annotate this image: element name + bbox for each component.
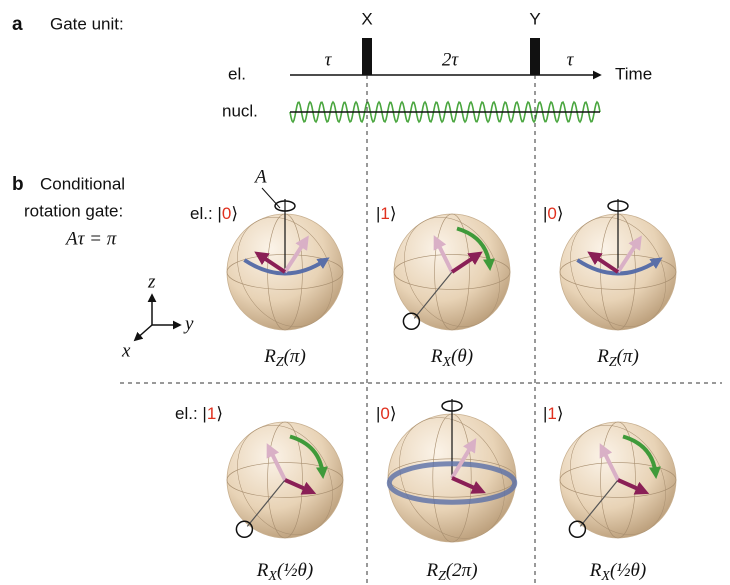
ket-state: 1 [207, 404, 216, 423]
state-label: el.: |1⟩ [175, 404, 223, 423]
pulse-label: Y [529, 9, 540, 28]
operation-label: RZ(2π) [425, 560, 477, 584]
state-label: |0⟩ [543, 204, 564, 223]
pulse [362, 38, 372, 75]
ket-state: 1 [547, 404, 556, 423]
ket-close: ⟩ [216, 404, 223, 423]
el-prefix: el.: [175, 404, 198, 423]
interval-label: τ [325, 49, 333, 70]
op-argument: (π) [284, 346, 306, 367]
ket-state: 0 [380, 404, 389, 423]
bloch-sphere [385, 200, 518, 344]
axes-glyph [135, 295, 180, 340]
rotation-sense [403, 313, 419, 329]
figure: a Gate unit: Time el. nucl. X Y τ 2τ τ b… [0, 0, 730, 585]
op-symbol: R [256, 560, 269, 581]
operation-label: RX(½θ) [256, 560, 313, 584]
condition: Aτ = π [64, 228, 117, 249]
op-argument: (2π) [446, 560, 478, 581]
operation-label: RZ(π) [263, 346, 306, 370]
op-symbol: R [430, 346, 443, 367]
pulse [530, 38, 540, 75]
panel-letter: b [12, 174, 24, 195]
ket-close: ⟩ [557, 404, 564, 423]
state-label: |0⟩ [376, 404, 397, 423]
bloch-sphere [378, 399, 525, 558]
ket-state: 1 [380, 204, 389, 223]
field-label: A [253, 166, 267, 187]
state-label: el.: |0⟩ [190, 204, 238, 223]
op-subscript: X [600, 569, 610, 584]
axis-label: Time [615, 64, 652, 83]
axis-label: z [147, 271, 156, 292]
bloch-sphere [218, 199, 351, 344]
operation-label: RX(θ) [430, 346, 473, 370]
panel-title: Conditional [40, 174, 125, 193]
op-argument: (½θ) [610, 560, 646, 581]
axis-label: x [121, 340, 131, 361]
el-prefix: el.: [190, 204, 213, 223]
panel-letter: a [12, 14, 23, 35]
ket-close: ⟩ [231, 204, 238, 223]
op-subscript: Z [438, 569, 446, 584]
ket-close: ⟩ [557, 204, 564, 223]
row-label: nucl. [222, 101, 258, 120]
state-label: |1⟩ [376, 204, 397, 223]
row-label: el. [228, 64, 246, 83]
op-symbol: R [425, 560, 438, 581]
op-argument: (½θ) [277, 560, 313, 581]
ket-state: 0 [547, 204, 556, 223]
interval-label: 2τ [442, 49, 460, 70]
panel-title: Gate unit: [50, 14, 124, 33]
rotation-sense [569, 521, 585, 537]
leader [262, 188, 280, 208]
state-label: |1⟩ [543, 404, 564, 423]
axis-label: y [183, 313, 194, 334]
op-subscript: X [442, 355, 452, 370]
op-subscript: X [267, 569, 277, 584]
pulse-label: X [361, 9, 372, 28]
operation-label: RX(½θ) [589, 560, 646, 584]
ket-close: ⟩ [390, 404, 397, 423]
interval-label: τ [567, 49, 575, 70]
op-argument: (θ) [451, 346, 473, 367]
operation-label: RZ(π) [596, 346, 639, 370]
op-symbol: R [263, 346, 276, 367]
op-symbol: R [596, 346, 609, 367]
bloch-sphere [551, 408, 684, 552]
op-argument: (π) [617, 346, 639, 367]
panel-title: rotation gate: [24, 201, 123, 220]
ket-close: ⟩ [390, 204, 397, 223]
bloch-sphere [218, 408, 351, 552]
bloch-sphere [551, 199, 684, 344]
op-symbol: R [589, 560, 602, 581]
op-subscript: Z [609, 355, 617, 370]
op-subscript: Z [276, 355, 284, 370]
ket-state: 0 [222, 204, 231, 223]
rotation-sense [236, 521, 252, 537]
